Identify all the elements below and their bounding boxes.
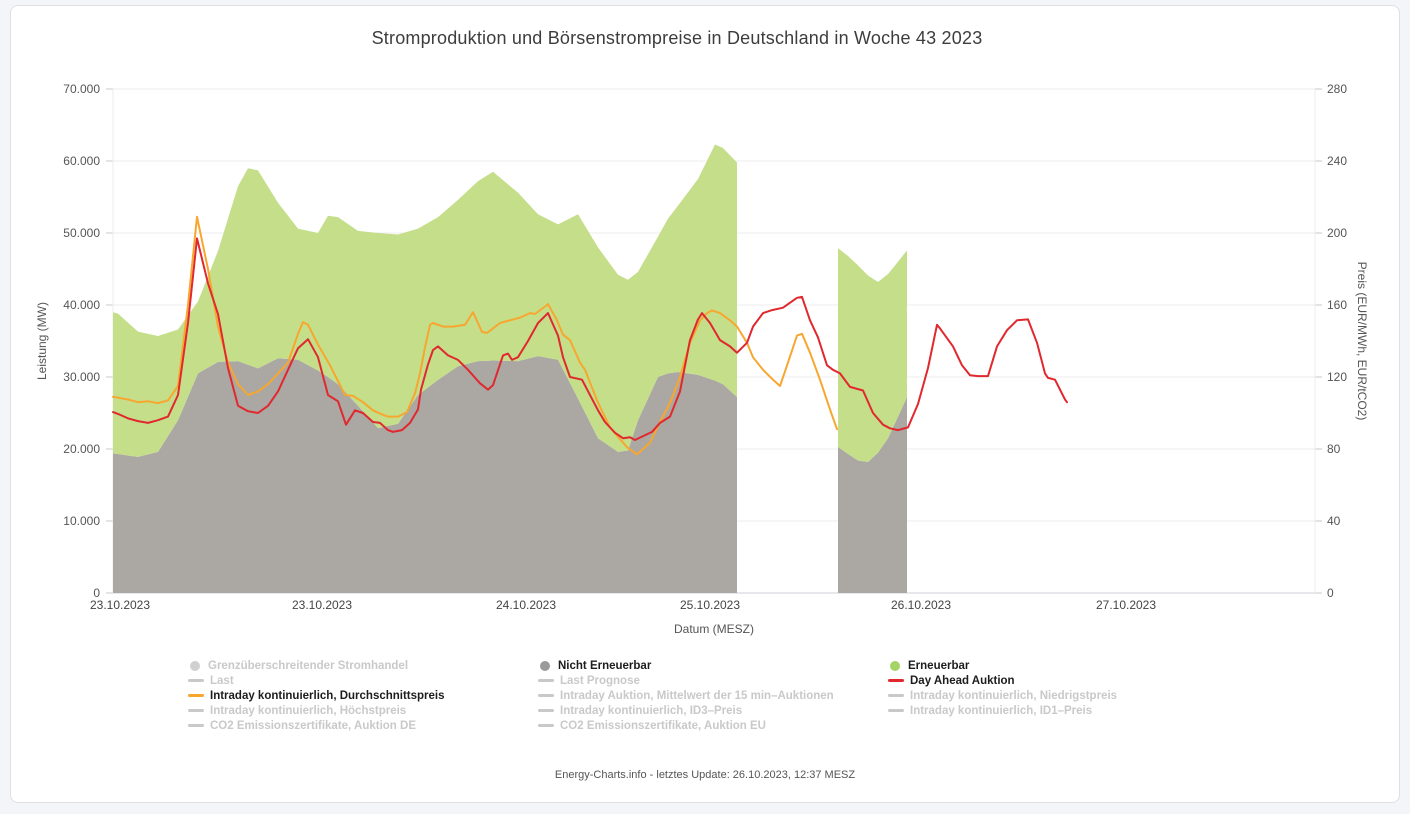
legend-column: Erneuerbar Day Ahead Auktion Intraday kont… [888,658,1117,718]
legend-item[interactable]: CO2 Emissionszertifikate, Auktion DE [188,718,445,733]
legend-column: Nicht Erneuerbar Last Prognose Intraday Au… [538,658,834,733]
legend-line-marker [538,724,554,727]
x-axis-tick-label: 27.10.2023 [1096,598,1156,612]
y-right-tick-label: 200 [1327,226,1347,240]
x-axis-tick-label: 26.10.2023 [891,598,951,612]
y-left-tick-label: 30.000 [63,370,100,384]
legend-item[interactable]: Intraday kontinuierlich, Durchschnittspr… [188,688,445,703]
legend: Grenzüberschreitender Stromhandel Last Int… [0,658,1410,738]
legend-circle-marker [540,660,550,671]
legend-line-marker [888,709,904,712]
y-right-tick-label: 80 [1327,442,1341,456]
legend-label: Grenzüberschreitender Stromhandel [208,659,409,672]
legend-line-marker [888,694,904,697]
x-axis-tick-label: 23.10.2023 [90,598,150,612]
legend-label: Day Ahead Auktion [910,674,1015,687]
legend-item[interactable]: Intraday kontinuierlich, ID1–Preis [888,703,1117,718]
y-left-tick-label: 10.000 [63,514,100,528]
footer-note: Energy-Charts.info - letztes Update: 26.… [554,769,856,781]
legend-line-marker [188,694,204,697]
x-axis-tick-label: 25.10.2023 [680,598,740,612]
legend-item[interactable]: Nicht Erneuerbar [538,658,834,673]
x-axis-title: Datum (MESZ) [673,622,754,636]
legend-item[interactable]: Intraday Auktion, Mittelwert der 15 min–… [538,688,834,703]
legend-line-marker [188,709,204,712]
legend-line-marker [188,724,204,727]
y-right-tick-label: 120 [1327,370,1347,384]
y-left-tick-label: 60.000 [63,154,100,168]
legend-label: Intraday Auktion, Mittelwert der 15 min–… [560,689,834,702]
legend-item[interactable]: Last Prognose [538,673,834,688]
legend-circle-marker [890,660,900,671]
legend-item[interactable]: Erneuerbar [888,658,1117,673]
legend-item[interactable]: Grenzüberschreitender Stromhandel [188,658,445,673]
x-axis-tick-label: 23.10.2023 [292,598,352,612]
line-day-ahead-auktion [112,237,1068,441]
legend-item[interactable]: Intraday kontinuierlich, Niedrigstpreis [888,688,1117,703]
legend-item[interactable]: Day Ahead Auktion [888,673,1117,688]
area-nicht-erneuerbar [113,356,737,593]
legend-circle-marker [190,660,200,671]
legend-label: Intraday kontinuierlich, Durchschnittspr… [210,689,445,702]
y-left-tick-label: 40.000 [63,298,100,312]
y-right-tick-label: 280 [1327,82,1347,96]
area-erneuerbar [838,248,907,462]
legend-label: Intraday kontinuierlich, ID1–Preis [910,704,1093,717]
legend-line-marker [538,679,554,682]
legend-label: Last [210,674,234,687]
legend-label: Last Prognose [560,674,640,687]
y-right-tick-label: 0 [1327,586,1334,600]
legend-item[interactable]: Intraday kontinuierlich, Höchstpreis [188,703,445,718]
y-left-tick-label: 0 [93,586,100,600]
legend-line-marker [538,709,554,712]
legend-line-marker [538,694,554,697]
x-axis-tick-label: 24.10.2023 [496,598,556,612]
chart-title: Stromproduktion und Börsenstrompreise in… [371,28,983,48]
legend-label: Intraday kontinuierlich, ID3–Preis [560,704,743,717]
legend-label: Intraday kontinuierlich, Höchstpreis [210,704,407,717]
right-axis-title: Preis (EUR/MWh, EUR/tCO2) [1355,261,1369,421]
legend-line-marker [188,679,204,682]
legend-label: Erneuerbar [908,659,970,672]
legend-label: CO2 Emissionszertifikate, Auktion DE [210,719,416,732]
y-left-tick-label: 50.000 [63,226,100,240]
y-left-tick-label: 20.000 [63,442,100,456]
legend-line-marker [888,679,904,682]
legend-column: Grenzüberschreitender Stromhandel Last Int… [188,658,445,733]
legend-item[interactable]: Last [188,673,445,688]
legend-label: Intraday kontinuierlich, Niedrigstpreis [910,689,1118,702]
y-right-tick-label: 240 [1327,154,1347,168]
left-axis-title: Leistung (MW) [35,301,49,381]
y-left-tick-label: 70.000 [63,82,100,96]
y-right-tick-label: 160 [1327,298,1347,312]
y-right-tick-label: 40 [1327,514,1341,528]
legend-label: CO2 Emissionszertifikate, Auktion EU [560,719,766,732]
legend-item[interactable]: Intraday kontinuierlich, ID3–Preis [538,703,834,718]
legend-label: Nicht Erneuerbar [558,659,652,672]
line-intraday-kontinuierlich-durchschnittspreis [112,215,838,456]
legend-item[interactable]: CO2 Emissionszertifikate, Auktion EU [538,718,834,733]
area-nicht-erneuerbar [838,397,907,593]
